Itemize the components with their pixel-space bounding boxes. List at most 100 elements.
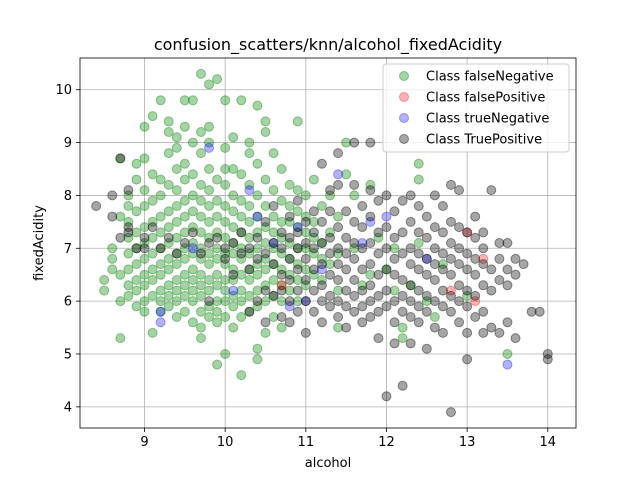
data-point bbox=[462, 354, 473, 365]
data-point bbox=[429, 275, 440, 285]
data-point bbox=[341, 264, 352, 275]
data-point bbox=[325, 232, 336, 243]
data-point bbox=[252, 158, 263, 169]
data-point bbox=[260, 116, 271, 127]
data-point bbox=[244, 275, 255, 285]
data-point bbox=[381, 222, 392, 233]
data-point bbox=[220, 296, 231, 307]
data-point bbox=[292, 285, 303, 296]
data-point bbox=[397, 195, 408, 206]
data-point bbox=[445, 238, 456, 248]
data-point bbox=[325, 190, 336, 201]
data-point bbox=[308, 232, 319, 243]
data-point bbox=[123, 185, 134, 196]
data-point bbox=[220, 142, 231, 153]
data-point bbox=[155, 317, 166, 328]
data-point bbox=[123, 264, 134, 275]
data-point bbox=[204, 301, 215, 312]
data-point bbox=[365, 312, 376, 322]
data-point bbox=[139, 121, 150, 132]
data-point bbox=[405, 243, 416, 254]
data-point bbox=[131, 174, 142, 185]
data-point bbox=[478, 253, 489, 264]
data-point bbox=[542, 354, 553, 365]
data-point bbox=[429, 259, 440, 270]
legend-marker bbox=[399, 134, 409, 144]
data-point bbox=[284, 317, 295, 328]
data-point bbox=[316, 238, 327, 248]
data-point bbox=[212, 174, 223, 185]
data-point bbox=[244, 137, 255, 148]
data-point bbox=[333, 312, 344, 322]
y-tick-label: 4 bbox=[64, 400, 72, 415]
data-point bbox=[212, 317, 223, 328]
data-point bbox=[212, 359, 223, 370]
data-point bbox=[252, 343, 263, 354]
data-point bbox=[389, 317, 400, 328]
data-point bbox=[195, 211, 206, 222]
data-point bbox=[437, 248, 448, 259]
data-point bbox=[147, 290, 158, 301]
data-point bbox=[300, 296, 311, 307]
data-point bbox=[341, 301, 352, 312]
x-tick-label: 13 bbox=[459, 435, 476, 450]
data-point bbox=[155, 296, 166, 307]
data-point bbox=[486, 185, 497, 196]
data-point bbox=[405, 216, 416, 227]
data-point bbox=[333, 296, 344, 307]
data-point bbox=[341, 285, 352, 296]
data-point bbox=[284, 301, 295, 312]
data-point bbox=[292, 116, 303, 127]
data-point bbox=[389, 232, 400, 243]
data-point bbox=[462, 248, 473, 259]
data-point bbox=[187, 248, 198, 259]
data-point bbox=[276, 243, 287, 254]
data-point bbox=[429, 243, 440, 254]
data-point bbox=[195, 253, 206, 264]
data-point bbox=[163, 238, 174, 248]
data-point bbox=[381, 264, 392, 275]
data-point bbox=[316, 238, 327, 248]
data-point bbox=[179, 95, 190, 106]
data-point bbox=[252, 259, 263, 270]
data-point bbox=[244, 179, 255, 190]
data-point bbox=[179, 243, 190, 254]
data-point bbox=[187, 222, 198, 233]
data-point bbox=[373, 195, 384, 206]
data-point bbox=[413, 238, 424, 248]
data-point bbox=[349, 137, 360, 148]
data-point bbox=[228, 264, 239, 275]
data-point bbox=[171, 312, 182, 322]
data-point bbox=[268, 211, 279, 222]
data-point bbox=[244, 216, 255, 227]
x-tick-label: 12 bbox=[378, 435, 395, 450]
data-point bbox=[437, 201, 448, 211]
data-point bbox=[365, 216, 376, 227]
data-point bbox=[357, 238, 368, 248]
data-point bbox=[99, 275, 110, 285]
data-point bbox=[163, 253, 174, 264]
data-point bbox=[462, 264, 473, 275]
data-point bbox=[300, 264, 311, 275]
data-point bbox=[454, 222, 465, 233]
data-point bbox=[268, 185, 279, 196]
data-point bbox=[405, 296, 416, 307]
data-point bbox=[494, 238, 505, 248]
data-point bbox=[252, 296, 263, 307]
data-point bbox=[220, 232, 231, 243]
data-point bbox=[308, 174, 319, 185]
data-point bbox=[308, 269, 319, 280]
data-point bbox=[187, 243, 198, 254]
data-point bbox=[292, 259, 303, 270]
data-point bbox=[373, 333, 384, 344]
data-point bbox=[421, 211, 432, 222]
data-point bbox=[405, 280, 416, 291]
data-point bbox=[147, 327, 158, 338]
data-point bbox=[373, 248, 384, 259]
data-point bbox=[147, 195, 158, 206]
y-tick-label: 9 bbox=[64, 136, 72, 151]
data-point bbox=[292, 185, 303, 196]
data-point bbox=[365, 296, 376, 307]
data-point bbox=[365, 259, 376, 270]
data-point bbox=[204, 164, 215, 174]
